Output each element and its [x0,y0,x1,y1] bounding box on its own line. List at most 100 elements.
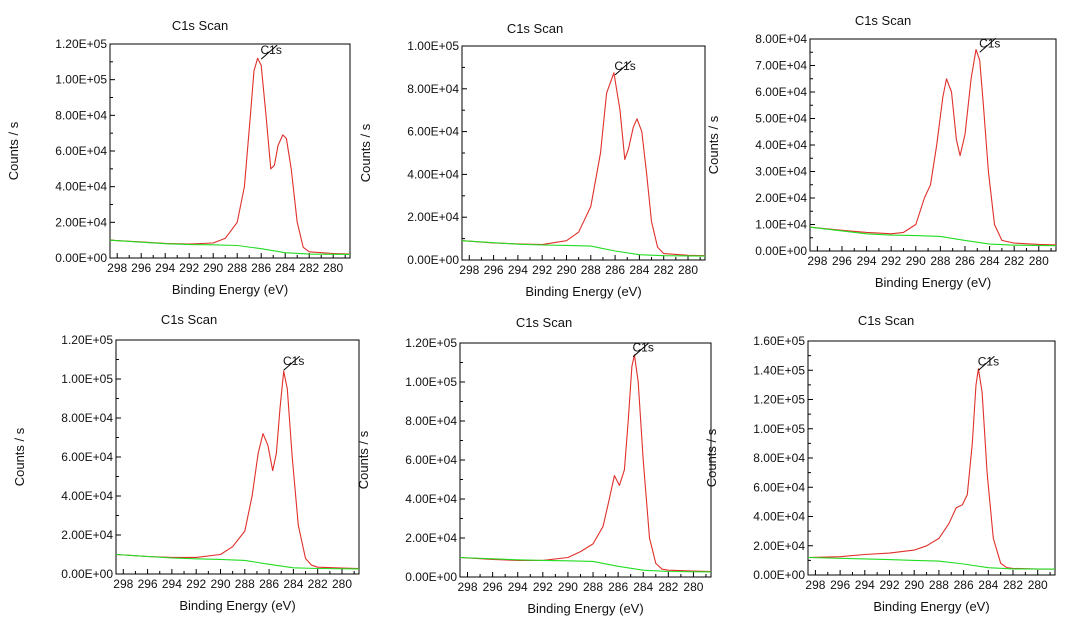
y-tick-label: 6.00E+04 [405,453,457,467]
x-tick-label: 280 [1028,578,1048,592]
x-tick-label: 298 [807,254,827,268]
x-tick-label: 298 [459,263,479,277]
chart-panel-5: C1s Scan 0.00E+00 2.00E+04 4.00E+04 6.00E+04… [356,315,712,616]
series-line-envelope [115,370,360,570]
series-line-envelope [807,368,1055,570]
x-tick-label: 286 [608,580,628,594]
chart-title: C1s Scan [855,13,911,28]
x-tick-label: 288 [227,261,247,275]
y-tick-label: 2.00E+04 [55,215,107,229]
series-line-envelope [461,72,706,257]
y-tick-label: 4.00E+04 [405,492,457,506]
x-axis-label: Binding Energy (eV) [527,601,643,616]
y-tick-label: 1.20E+05 [753,393,805,407]
x-tick-label: 294 [855,578,875,592]
x-tick-label: 292 [186,577,206,591]
y-tick-label: 1.00E+04 [755,218,807,232]
x-tick-label: 284 [629,263,649,277]
chart-panel-1: C1s Scan 0.00E+00 2.00E+04 4.00E+04 6.00E+04… [6,18,351,297]
x-axis-label: Binding Energy (eV) [179,598,295,613]
x-tick-label: 296 [484,263,504,277]
peak-leader-line [283,355,300,371]
x-tick-label: 292 [532,263,552,277]
chart-title: C1s Scan [172,18,228,33]
y-axis-label: Counts / s [6,121,21,180]
x-axis-label: Binding Energy (eV) [525,284,641,299]
peak-label: C1s [261,43,282,57]
series-line-envelope [109,57,351,255]
y-tick-label: 2.00E+04 [755,191,807,205]
x-tick-label: 294 [508,580,528,594]
y-axis-label: Counts / s [706,115,721,174]
y-tick-label: 1.00E+05 [753,422,805,436]
chart-title: C1s Scan [507,21,563,36]
y-tick-label: 0.00E+00 [405,570,457,584]
chart-panel-4: C1s Scan 0.00E+00 2.00E+04 4.00E+04 6.00E+04… [12,312,360,613]
x-tick-label: 290 [210,577,230,591]
x-tick-label: 284 [980,254,1000,268]
chart-title: C1s Scan [858,313,914,328]
x-tick-label: 298 [113,577,133,591]
x-tick-label: 284 [283,577,303,591]
y-tick-label: 4.00E+04 [753,510,805,524]
x-tick-label: 292 [879,578,899,592]
y-tick-label: 0.00E+00 [755,244,807,258]
y-tick-label: 8.00E+04 [407,82,459,96]
y-tick-label: 0.00E+00 [753,568,805,582]
plot-frame [115,339,360,575]
y-tick-label: 6.00E+04 [407,125,459,139]
y-tick-label: 8.00E+04 [61,411,113,425]
x-tick-label: 292 [533,580,553,594]
chart-panel-3: C1s Scan 0.00E+00 1.00E+04 2.00E+04 3.00E+04… [706,13,1057,290]
y-axis-label: Counts / s [12,427,27,486]
plot-frame [809,38,1057,252]
y-tick-label: 8.00E+04 [755,32,807,46]
x-tick-label: 282 [658,580,678,594]
y-tick-label: 4.00E+04 [407,167,459,181]
y-tick-label: 1.00E+05 [61,372,113,386]
plot-frame [807,340,1056,576]
y-tick-label: 2.00E+04 [407,210,459,224]
series-line-envelope [809,49,1057,246]
x-tick-label: 280 [323,261,343,275]
y-tick-label: 1.00E+05 [407,39,459,53]
series-line-background [459,556,712,573]
x-tick-label: 286 [251,261,271,275]
peak-label: C1s [614,59,635,73]
series-line-background [461,240,706,257]
y-tick-label: 3.00E+04 [755,165,807,179]
series-line-background [809,226,1057,247]
x-tick-label: 290 [904,578,924,592]
y-tick-label: 4.00E+04 [61,489,113,503]
y-tick-label: 8.00E+04 [405,414,457,428]
x-tick-label: 296 [832,254,852,268]
x-axis-label: Binding Energy (eV) [873,599,989,614]
y-tick-label: 1.00E+05 [55,73,107,87]
plot-frame [461,45,706,261]
plot-frame [109,43,351,259]
x-tick-label: 298 [805,578,825,592]
chart-title: C1s Scan [516,315,572,330]
y-tick-label: 2.00E+04 [61,528,113,542]
x-tick-label: 290 [558,580,578,594]
x-tick-label: 280 [678,263,698,277]
x-tick-label: 298 [107,261,127,275]
x-tick-label: 298 [458,580,478,594]
y-tick-label: 0.00E+00 [55,251,107,265]
series-line-envelope [459,354,712,573]
y-axis-label: Counts / s [356,430,371,489]
chart-panel-6: C1s Scan 0.00E+00 2.00E+04 4.00E+04 6.00E+04… [704,313,1056,614]
peak-leader-line [632,342,650,358]
x-tick-label: 280 [332,577,352,591]
y-tick-label: 2.00E+04 [405,531,457,545]
y-tick-label: 6.00E+04 [755,85,807,99]
y-tick-label: 7.00E+04 [755,59,807,73]
x-tick-label: 284 [978,578,998,592]
x-tick-label: 286 [259,577,279,591]
x-tick-label: 280 [1029,254,1049,268]
y-tick-label: 1.40E+05 [753,363,805,377]
peak-leader-line [260,44,278,60]
x-tick-label: 294 [155,261,175,275]
y-tick-label: 6.00E+04 [753,480,805,494]
